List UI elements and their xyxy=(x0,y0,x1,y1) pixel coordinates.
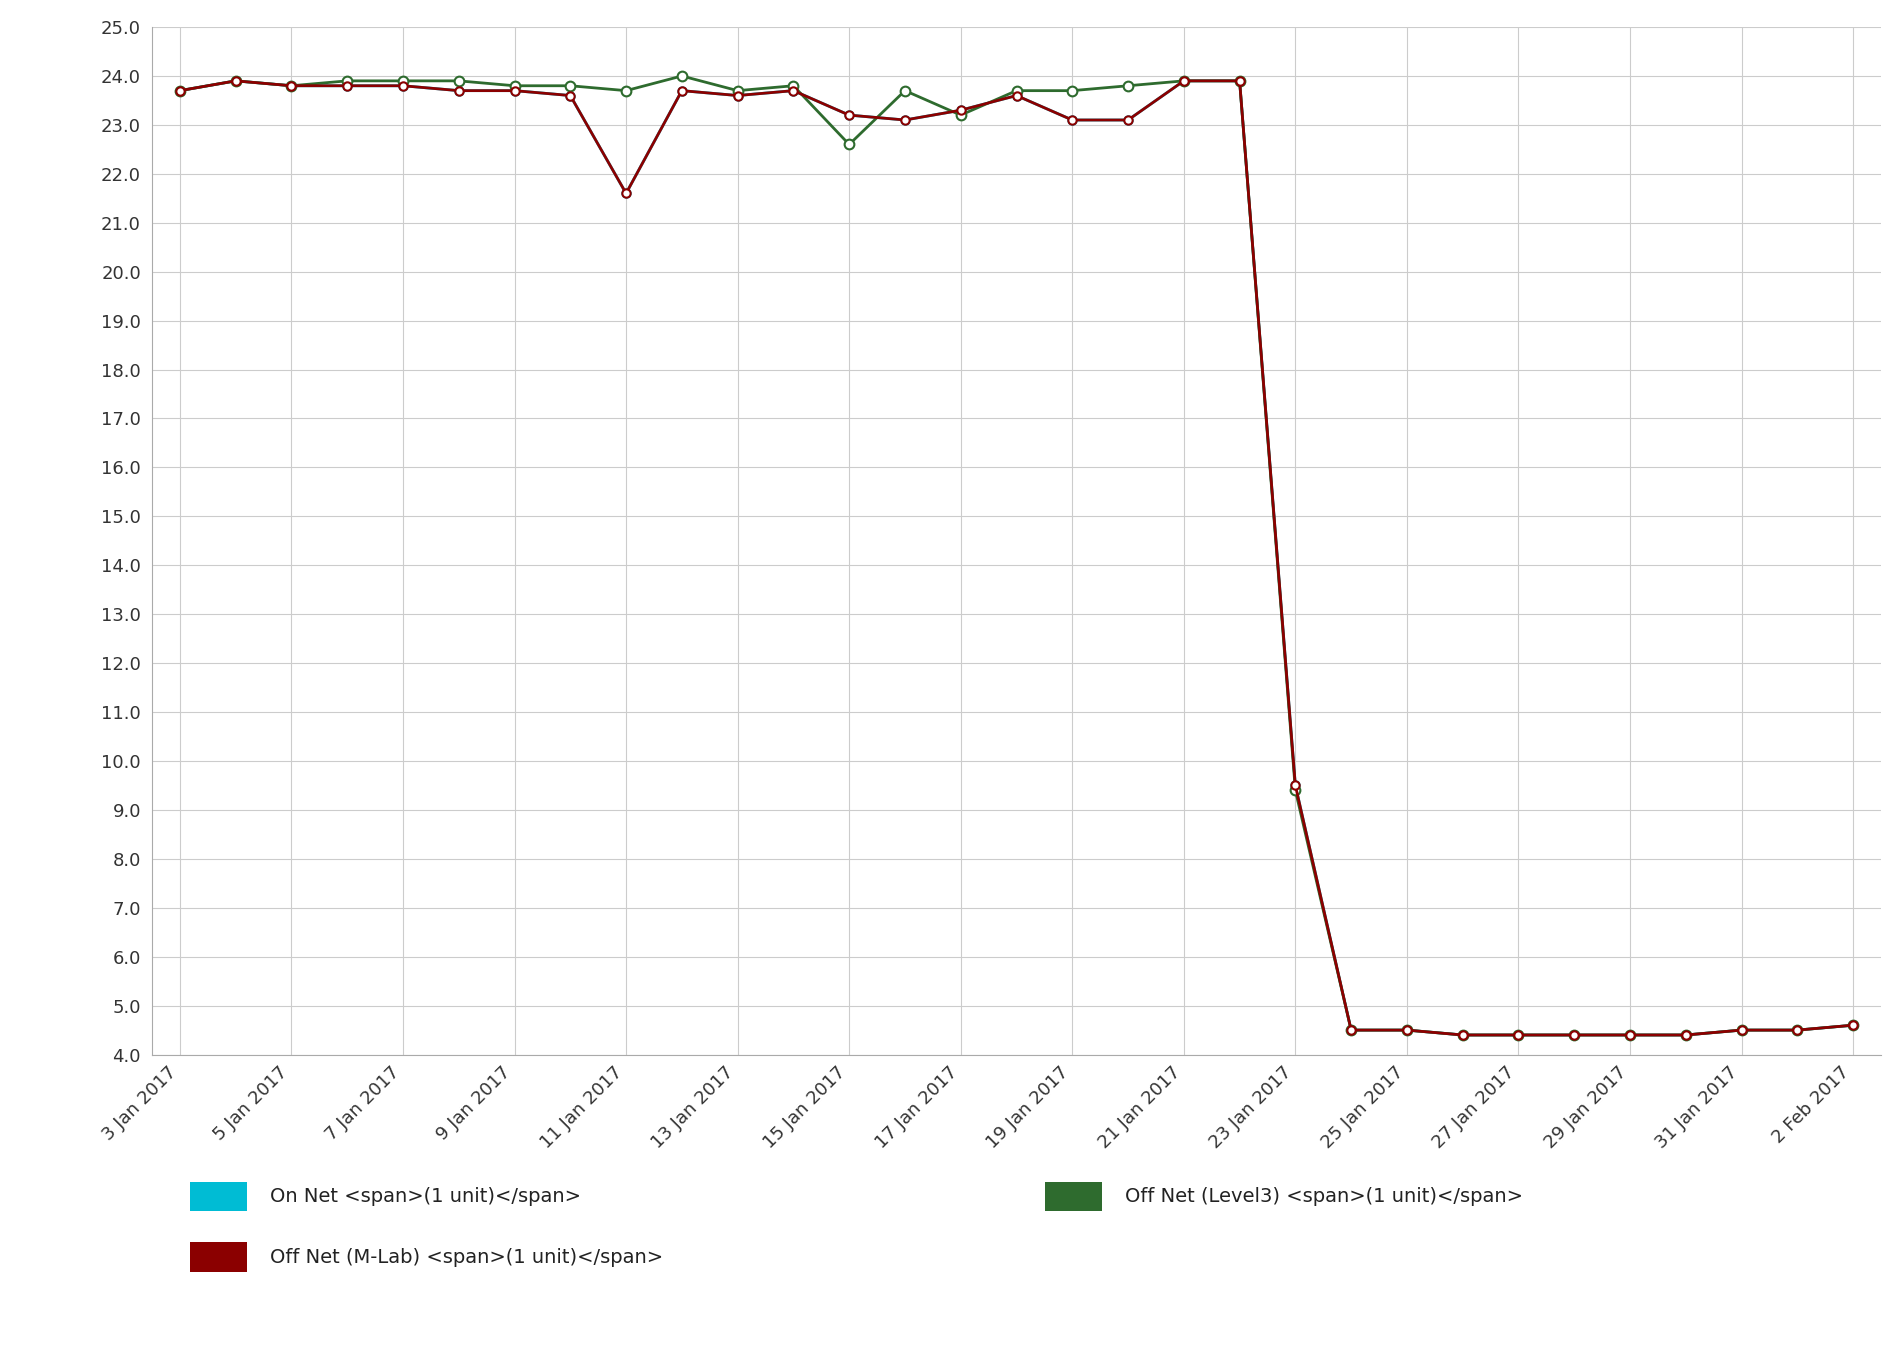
Text: Off Net (Level3) <span>(1 unit)</span>: Off Net (Level3) <span>(1 unit)</span> xyxy=(1125,1187,1522,1206)
Text: Off Net (M-Lab) <span>(1 unit)</span>: Off Net (M-Lab) <span>(1 unit)</span> xyxy=(270,1248,663,1267)
Text: On Net <span>(1 unit)</span>: On Net <span>(1 unit)</span> xyxy=(270,1187,581,1206)
